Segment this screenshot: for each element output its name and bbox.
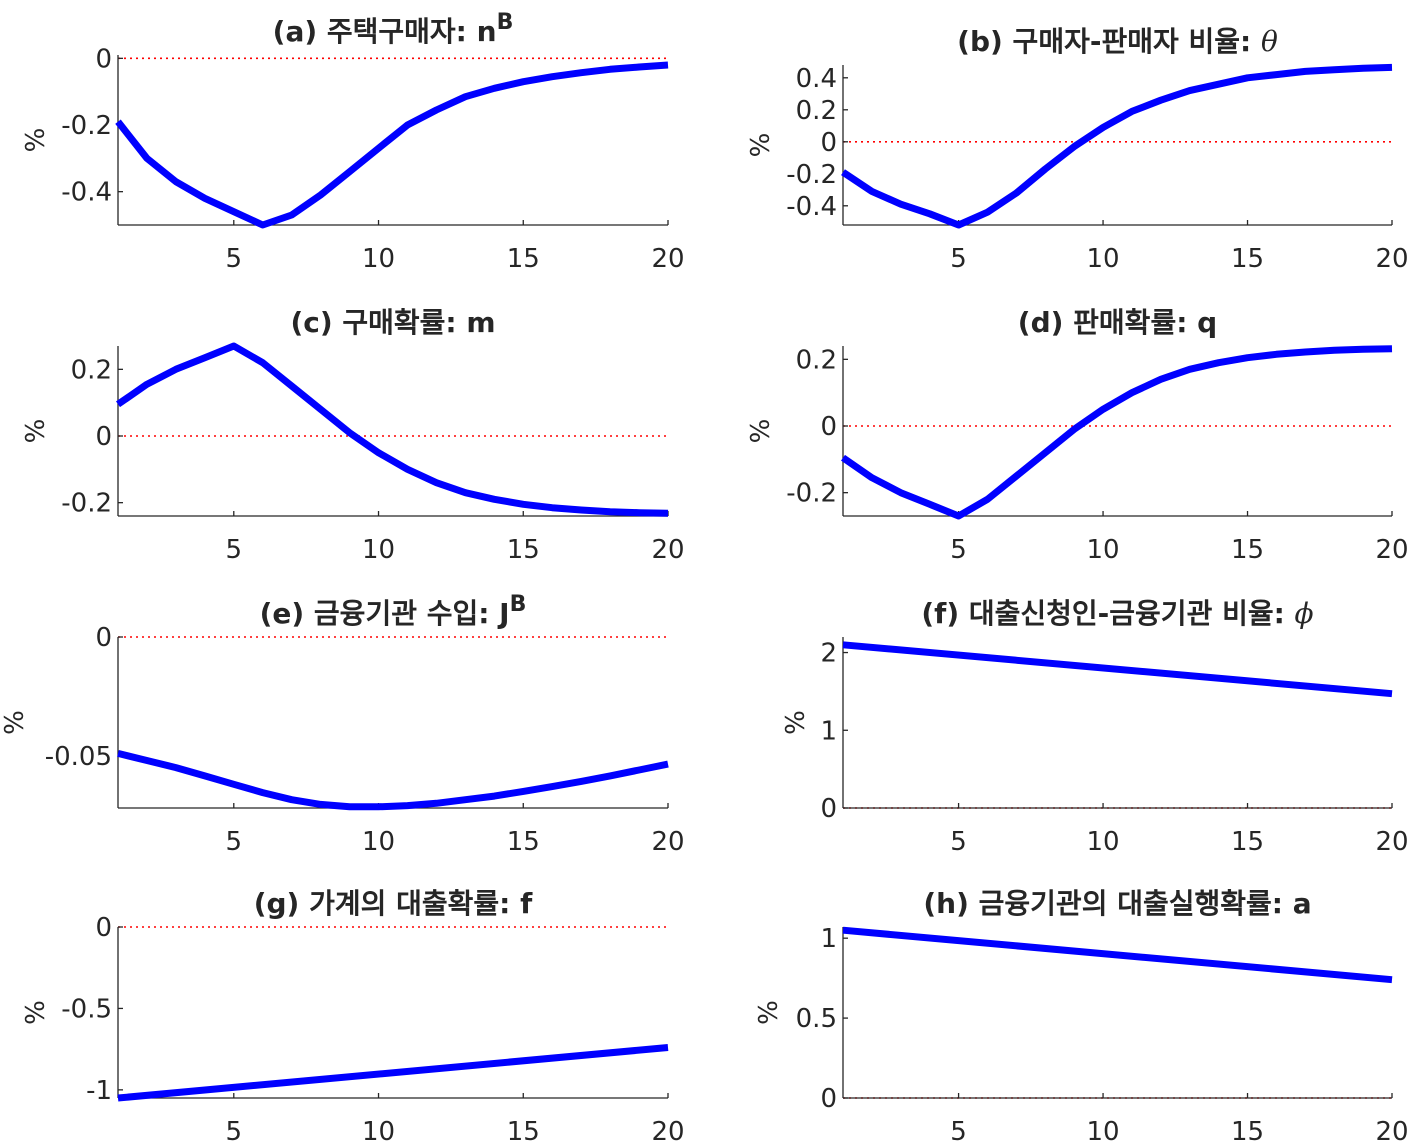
series-line xyxy=(841,345,1393,520)
x-tick-label: 15 xyxy=(507,827,540,857)
panel-h: 5 10 15 20 1 0.5 0% (h) 금융기관의 대출실행확률: a xyxy=(754,887,1409,1143)
y-tick-label: 0 xyxy=(95,44,112,74)
y-axis-label: % xyxy=(754,1000,784,1025)
y-tick-label: 0.2 xyxy=(796,345,837,375)
series-line xyxy=(116,342,669,517)
x-tick-label: 15 xyxy=(1231,535,1264,565)
x-tick-label: 10 xyxy=(362,827,395,857)
y-tick-label: -0.4 xyxy=(786,192,837,222)
y-tick-label: 0 xyxy=(820,794,837,824)
x-tick-label: 15 xyxy=(507,1117,540,1143)
panel-title: (g) 가계의 대출확률: f xyxy=(254,887,533,920)
panel-c: 5 10 15 20 0.2 0 -0.2% (c) 구매확률: m xyxy=(21,306,685,565)
y-tick-label: 0 xyxy=(820,1084,837,1114)
y-tick-label: 1 xyxy=(820,716,837,746)
x-tick-label: 5 xyxy=(950,827,967,857)
x-tick-label: 15 xyxy=(1231,1117,1264,1143)
x-tick-label: 10 xyxy=(1087,827,1120,857)
x-tick-label: 20 xyxy=(1375,1117,1408,1143)
y-axis-label: % xyxy=(781,710,811,735)
panel-title: (a) 주택구매자: nB xyxy=(273,10,514,48)
panel-g: 5 10 15 20 0 -0.5 -1% (g) 가계의 대출확률: f xyxy=(21,887,685,1143)
y-tick-label: 0 xyxy=(820,412,837,442)
y-axis-label: % xyxy=(21,128,51,153)
y-tick-label: -0.5 xyxy=(61,994,112,1024)
series-line xyxy=(117,1044,669,1102)
x-tick-label: 20 xyxy=(651,535,684,565)
x-tick-label: 5 xyxy=(226,535,243,565)
y-tick-label: 0 xyxy=(95,623,112,653)
y-tick-label: 0 xyxy=(95,422,112,452)
x-tick-label: 15 xyxy=(507,535,540,565)
y-axis-label: % xyxy=(21,419,51,444)
panel-title: (e) 금융기관 수입: JB xyxy=(260,592,527,630)
panel-title: (f) 대출신청인-금융기관 비율: ϕ xyxy=(921,597,1313,630)
x-tick-label: 20 xyxy=(651,244,684,274)
x-tick-label: 20 xyxy=(651,1117,684,1143)
x-tick-label: 10 xyxy=(362,1117,395,1143)
y-axis-label: % xyxy=(746,419,776,444)
y-tick-label: -0.2 xyxy=(61,111,112,141)
y-tick-label: 0 xyxy=(95,913,112,943)
x-tick-label: 5 xyxy=(950,1117,967,1143)
x-tick-label: 15 xyxy=(507,244,540,274)
y-tick-label: -1 xyxy=(86,1076,112,1106)
y-tick-label: 0.2 xyxy=(796,96,837,126)
x-tick-label: 15 xyxy=(1231,827,1264,857)
series-line xyxy=(842,926,1393,984)
x-tick-label: 5 xyxy=(950,244,967,274)
panel-a: 5 10 15 20 0 -0.2 -0.4% (a) 주택구매자: nB xyxy=(21,10,685,274)
x-tick-label: 20 xyxy=(1375,827,1408,857)
panel-b: 5 10 15 20 0.40.20-0.2-0.4% (b) 구매자-판매자 비율: θ xyxy=(746,25,1409,274)
series-line xyxy=(115,61,669,229)
series-line xyxy=(841,63,1393,229)
x-tick-label: 10 xyxy=(362,535,395,565)
x-tick-label: 5 xyxy=(950,535,967,565)
y-axis-label: % xyxy=(746,133,776,158)
y-tick-label: -0.2 xyxy=(786,160,837,190)
x-tick-label: 15 xyxy=(1231,244,1264,274)
y-axis-label: % xyxy=(21,1000,51,1025)
y-tick-label: 2 xyxy=(820,639,837,669)
y-tick-label: 0.2 xyxy=(71,355,112,385)
panel-title: (h) 금융기관의 대출실행확률: a xyxy=(923,887,1311,920)
x-tick-label: 10 xyxy=(362,244,395,274)
y-tick-label: -0.2 xyxy=(61,489,112,519)
panel-d: 5 10 15 20 0.2 0 -0.2% (d) 판매확률: q xyxy=(746,306,1409,565)
x-tick-label: 10 xyxy=(1087,244,1120,274)
y-tick-label: -0.2 xyxy=(786,479,837,509)
panel-title: (b) 구매자-판매자 비율: θ xyxy=(957,25,1278,58)
x-tick-label: 10 xyxy=(1087,1117,1120,1143)
series-line xyxy=(842,641,1393,698)
y-tick-label: -0.05 xyxy=(45,742,112,772)
panel-title: (d) 판매확률: q xyxy=(1018,306,1217,339)
x-tick-label: 20 xyxy=(1375,244,1408,274)
x-tick-label: 5 xyxy=(226,827,243,857)
x-tick-label: 5 xyxy=(226,244,243,274)
panel-e: 5 10 15 20 0 -0.05% (e) 금융기관 수입: JB xyxy=(0,592,685,857)
y-tick-label: 1 xyxy=(820,924,837,954)
x-tick-label: 5 xyxy=(226,1117,243,1143)
x-tick-label: 20 xyxy=(1375,535,1408,565)
y-tick-label: 0 xyxy=(820,128,837,158)
y-axis-label: % xyxy=(0,710,30,735)
series-line xyxy=(117,750,669,811)
x-tick-label: 10 xyxy=(1087,535,1120,565)
y-tick-label: 0.5 xyxy=(796,1004,837,1034)
panel-title: (c) 구매확률: m xyxy=(290,306,495,339)
y-tick-label: -0.4 xyxy=(61,178,112,208)
x-tick-label: 20 xyxy=(651,827,684,857)
y-tick-label: 0.4 xyxy=(796,64,837,94)
